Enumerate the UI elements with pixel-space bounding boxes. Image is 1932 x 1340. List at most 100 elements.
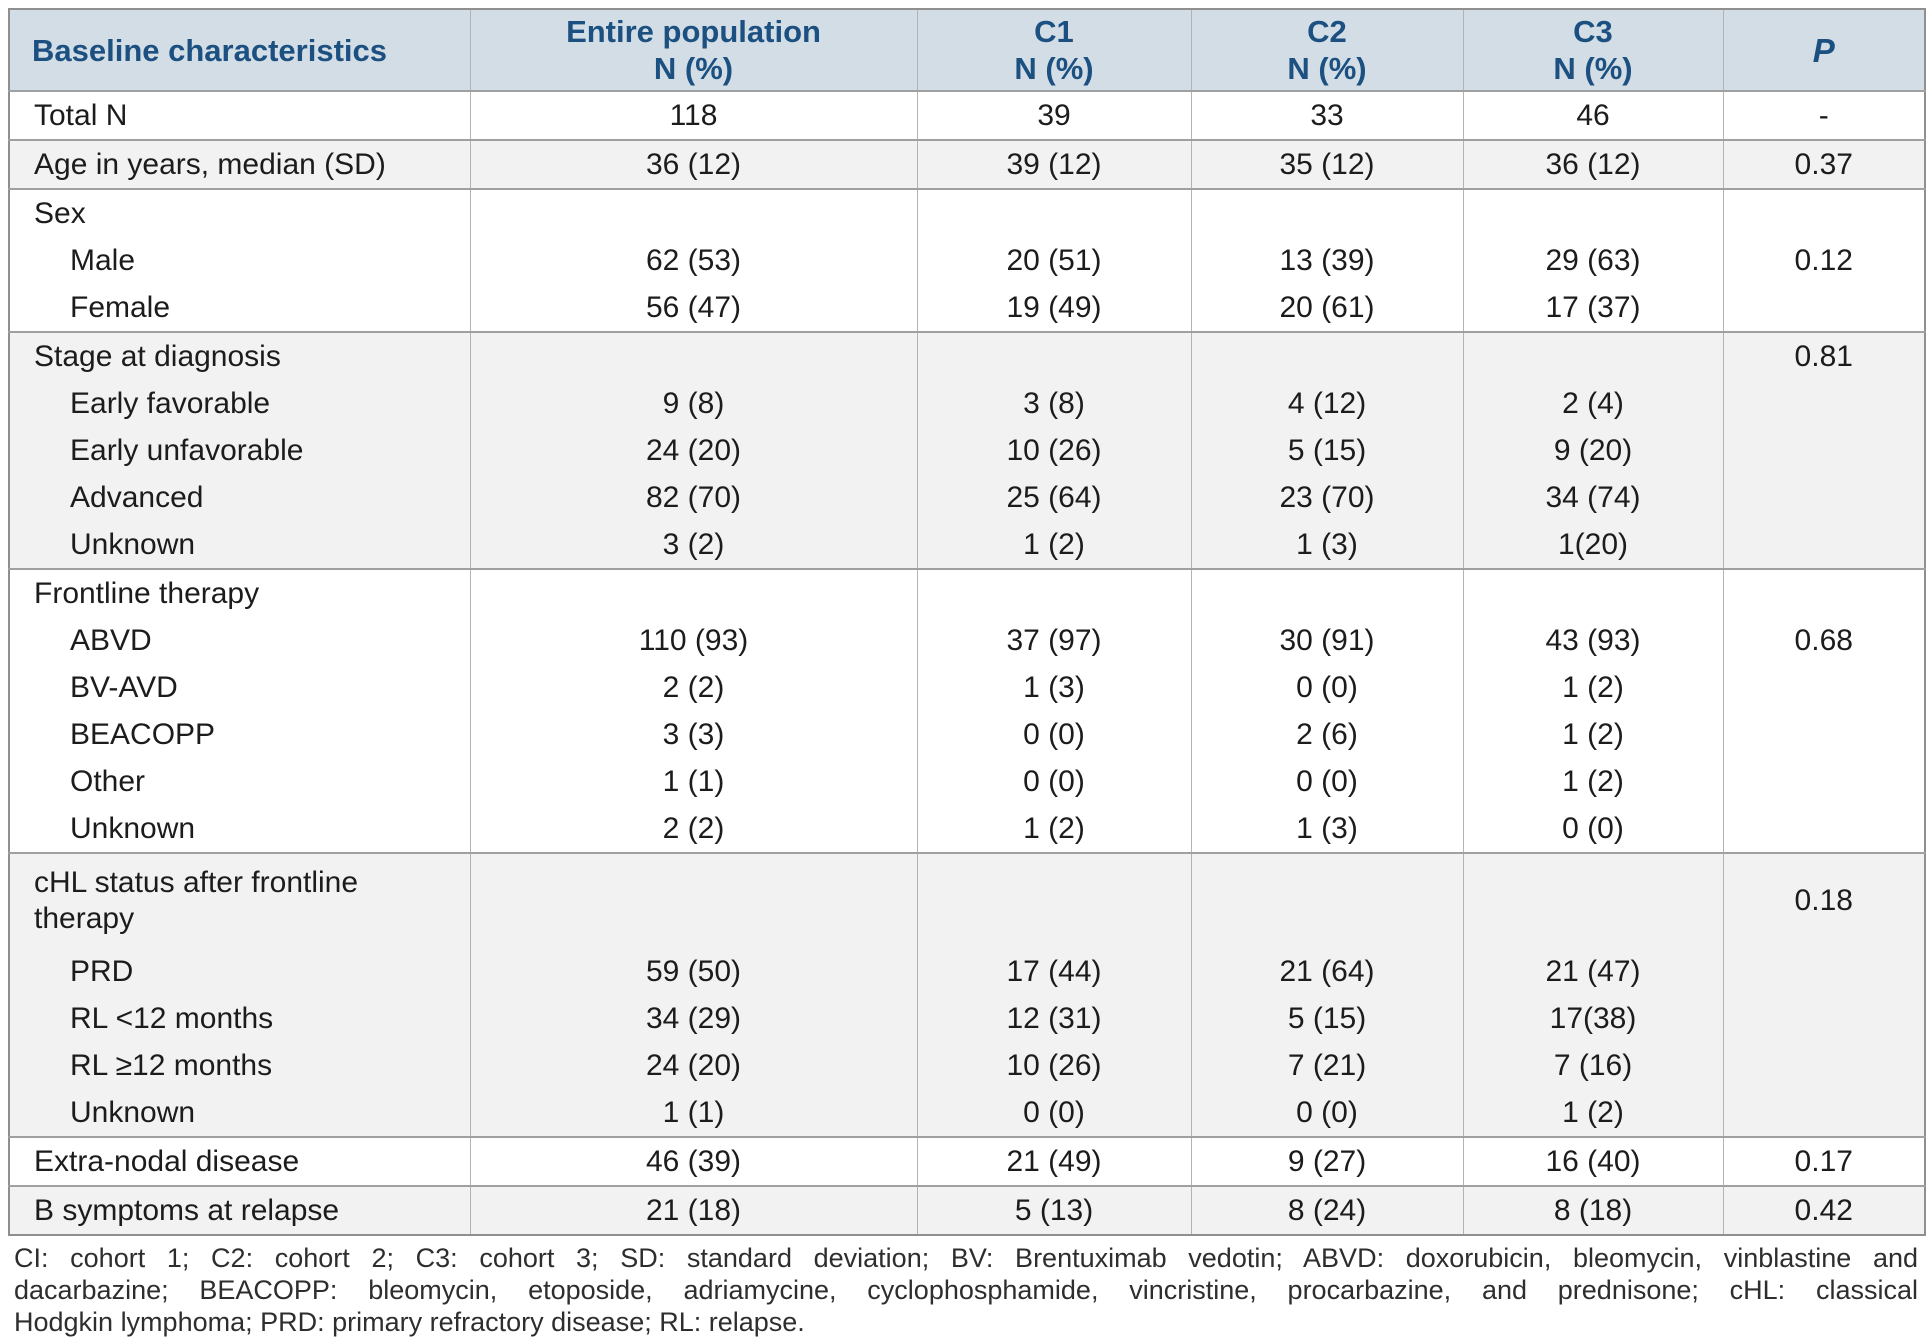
value-cell: 62 (53): [469, 237, 918, 284]
header-c2: C2 N (%): [1190, 9, 1464, 91]
value-cell: 29 (63): [1462, 237, 1724, 284]
value-cell: 1 (1): [469, 1089, 918, 1137]
p-value-cell: [1722, 189, 1926, 237]
p-value-cell: [1722, 521, 1926, 569]
value-cell: 43 (93): [1462, 617, 1724, 664]
value-cell: 34 (29): [469, 995, 918, 1042]
header-entire-population-sub: N (%): [653, 51, 734, 86]
table-row: PRD 59 (50) 17 (44) 21 (64) 21 (47): [8, 948, 1926, 995]
header-entire-population: Entire population N (%): [469, 9, 918, 91]
p-value-cell: 0.68: [1722, 617, 1926, 664]
value-cell: 9 (27): [1190, 1137, 1464, 1186]
value-cell: 13 (39): [1190, 237, 1464, 284]
header-baseline-characteristics: Baseline characteristics: [8, 9, 471, 91]
baseline-characteristics-table: Baseline characteristics Entire populati…: [8, 8, 1926, 1236]
header-row: Baseline characteristics Entire populati…: [8, 9, 1926, 91]
value-cell: [1190, 189, 1464, 237]
row-label-cell: ABVD: [8, 617, 471, 664]
p-value-cell: [1722, 427, 1926, 474]
value-cell: 39: [916, 91, 1192, 140]
value-cell: 3 (2): [469, 521, 918, 569]
header-c2-label: C2: [1307, 14, 1347, 49]
row-group: Stage at diagnosis 0.81 Early favorable 9 (…: [8, 332, 1926, 569]
value-cell: [1190, 332, 1464, 380]
p-value-cell: [1722, 758, 1926, 805]
value-cell: 21 (18): [469, 1186, 918, 1235]
row-label-cell: PRD: [8, 948, 471, 995]
value-cell: 7 (16): [1462, 1042, 1724, 1089]
p-value-cell: 0.17: [1722, 1137, 1926, 1186]
value-cell: 1 (3): [1190, 521, 1464, 569]
table-row: Frontline therapy: [8, 569, 1926, 617]
p-value-cell: [1722, 474, 1926, 521]
table-row: B symptoms at relapse 21 (18) 5 (13) 8 (24)…: [8, 1186, 1926, 1235]
value-cell: 0 (0): [916, 758, 1192, 805]
row-group: Frontline therapy ABVD 110 (93) 37 (97) 30 (…: [8, 569, 1926, 853]
value-cell: 7 (21): [1190, 1042, 1464, 1089]
value-cell: [1190, 853, 1464, 948]
value-cell: 17 (37): [1462, 284, 1724, 332]
value-cell: 35 (12): [1190, 140, 1464, 189]
table-row: Extra-nodal disease 46 (39) 21 (49) 9 (27) 1…: [8, 1137, 1926, 1186]
row-label-cell: RL ≥12 months: [8, 1042, 471, 1089]
value-cell: 82 (70): [469, 474, 918, 521]
value-cell: 1 (3): [1190, 805, 1464, 853]
value-cell: 36 (12): [469, 140, 918, 189]
row-label-cell: Advanced: [8, 474, 471, 521]
table-row: Unknown 1 (1) 0 (0) 0 (0) 1 (2): [8, 1089, 1926, 1137]
p-value-cell: [1722, 664, 1926, 711]
row-label-cell: cHL status after frontline therapy: [8, 853, 471, 948]
value-cell: 37 (97): [916, 617, 1192, 664]
header-c1: C1 N (%): [916, 9, 1192, 91]
row-label-cell: Extra-nodal disease: [8, 1137, 471, 1186]
header-c1-label: C1: [1034, 14, 1074, 49]
value-cell: 17(38): [1462, 995, 1724, 1042]
table-row: RL ≥12 months 24 (20) 10 (26) 7 (21) 7 (16): [8, 1042, 1926, 1089]
p-value-cell: [1722, 948, 1926, 995]
value-cell: 2 (2): [469, 805, 918, 853]
p-value-cell: [1722, 1042, 1926, 1089]
table-row: BV-AVD 2 (2) 1 (3) 0 (0) 1 (2): [8, 664, 1926, 711]
value-cell: 1 (1): [469, 758, 918, 805]
value-cell: [1190, 569, 1464, 617]
row-label-cell: Unknown: [8, 1089, 471, 1137]
value-cell: 36 (12): [1462, 140, 1724, 189]
value-cell: [469, 189, 918, 237]
value-cell: 1 (2): [916, 521, 1192, 569]
row-label-cell: B symptoms at relapse: [8, 1186, 471, 1235]
row-label-cell: Early unfavorable: [8, 427, 471, 474]
value-cell: [469, 569, 918, 617]
header-p-value: P: [1722, 9, 1926, 91]
row-label-cell: Female: [8, 284, 471, 332]
footnote-line: dacarbazine; BEACOPP: bleomycin, etoposi…: [14, 1275, 1918, 1305]
value-cell: 33: [1190, 91, 1464, 140]
p-value-cell: [1722, 711, 1926, 758]
header-c3: C3 N (%): [1462, 9, 1724, 91]
p-value-cell: [1722, 284, 1926, 332]
p-value-cell: 0.12: [1722, 237, 1926, 284]
table-row: Age in years, median (SD) 36 (12) 39 (12) 3…: [8, 140, 1926, 189]
value-cell: 10 (26): [916, 1042, 1192, 1089]
value-cell: 9 (20): [1462, 427, 1724, 474]
value-cell: 12 (31): [916, 995, 1192, 1042]
table-row: Female 56 (47) 19 (49) 20 (61) 17 (37): [8, 284, 1926, 332]
row-label-cell: Unknown: [8, 805, 471, 853]
row-group: Age in years, median (SD) 36 (12) 39 (12) 3…: [8, 140, 1926, 189]
footnote: CI: cohort 1; C2: cohort 2; C3: cohort 3…: [14, 1242, 1918, 1338]
value-cell: 0 (0): [916, 711, 1192, 758]
row-label-cell: Age in years, median (SD): [8, 140, 471, 189]
value-cell: 5 (13): [916, 1186, 1192, 1235]
value-cell: [469, 853, 918, 948]
value-cell: 16 (40): [1462, 1137, 1724, 1186]
value-cell: 0 (0): [1190, 664, 1464, 711]
table-row: Advanced 82 (70) 25 (64) 23 (70) 34 (74): [8, 474, 1926, 521]
row-label-cell: Other: [8, 758, 471, 805]
p-value-cell: 0.37: [1722, 140, 1926, 189]
header-entire-population-label: Entire population: [566, 14, 821, 49]
value-cell: 2 (4): [1462, 380, 1724, 427]
table-row: Stage at diagnosis 0.81: [8, 332, 1926, 380]
table-row: Male 62 (53) 20 (51) 13 (39) 29 (63) 0.12: [8, 237, 1926, 284]
value-cell: 39 (12): [916, 140, 1192, 189]
value-cell: [916, 569, 1192, 617]
value-cell: 2 (2): [469, 664, 918, 711]
